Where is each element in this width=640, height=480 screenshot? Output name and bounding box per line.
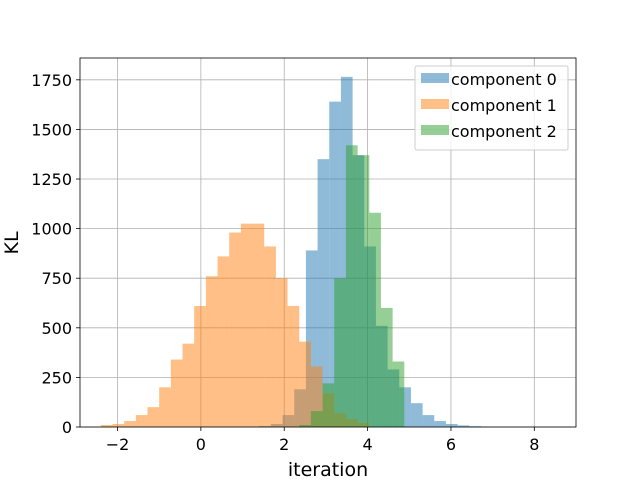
histogram-bar — [457, 425, 470, 427]
histogram-bar — [100, 425, 113, 427]
histogram-bar — [240, 223, 253, 427]
histogram-bar — [305, 250, 318, 427]
y-tick-label: 1750 — [31, 71, 72, 90]
histogram-bar — [299, 425, 311, 427]
histogram-bars — [100, 76, 493, 428]
histogram-bar — [124, 421, 136, 427]
histogram-bar — [252, 223, 265, 427]
histogram-bar — [357, 155, 370, 428]
histogram-bar — [410, 403, 423, 427]
series-1-bars — [100, 223, 370, 427]
legend-swatch — [421, 125, 449, 135]
y-tick-label: 0 — [62, 418, 72, 437]
histogram-bar — [380, 307, 393, 427]
histogram-bar — [434, 421, 446, 427]
y-tick-label: 1500 — [31, 120, 72, 139]
histogram-bar — [159, 387, 171, 427]
histogram-bar — [112, 424, 125, 427]
x-tick-label: 8 — [529, 435, 539, 454]
legend: component 0 component 1 component 2 — [414, 65, 569, 151]
histogram-bar — [445, 424, 458, 427]
series-2-bars — [299, 145, 405, 428]
x-tick-label: 6 — [446, 435, 456, 454]
y-tick-label: 750 — [41, 269, 72, 288]
plot-frame — [79, 57, 577, 428]
y-tick-label: 1250 — [31, 170, 72, 189]
legend-label: component 2 — [451, 122, 557, 141]
histogram-bar — [264, 246, 276, 427]
axis-ticks: −2 0 2 4 6 8 0 250 500 750 1000 1250 1500 1750 — [31, 71, 539, 454]
histogram-bar — [287, 305, 300, 427]
histogram-bar — [229, 232, 241, 427]
histogram-bar — [182, 343, 195, 427]
histogram-bar — [392, 361, 405, 427]
legend-label: component 1 — [451, 96, 557, 115]
legend-swatch — [421, 99, 449, 109]
histogram-bar — [205, 276, 218, 427]
x-tick-label: 0 — [196, 435, 206, 454]
histogram-bar — [317, 159, 330, 427]
histogram-bar — [217, 256, 230, 427]
histogram-bar — [275, 278, 288, 427]
histogram-bar — [299, 341, 311, 427]
legend-swatch — [421, 73, 449, 83]
y-tick-label: 1000 — [31, 220, 72, 239]
x-axis-label: iteration — [288, 459, 368, 480]
legend-label: component 0 — [451, 70, 557, 89]
histogram-bar — [310, 411, 323, 427]
histogram-bar — [147, 407, 160, 427]
histogram-bar — [322, 383, 335, 427]
histogram-bar — [334, 278, 346, 427]
x-tick-label: 4 — [363, 435, 373, 454]
y-tick-label: 250 — [41, 368, 72, 387]
histogram-bar — [422, 415, 435, 427]
histogram-bar — [170, 359, 183, 427]
histogram-bar — [399, 387, 411, 427]
histogram-bar — [345, 145, 358, 427]
histogram-bar — [194, 305, 206, 427]
histogram-bar — [329, 101, 341, 427]
histogram-bar — [135, 415, 148, 427]
x-tick-label: −2 — [106, 435, 130, 454]
x-tick-label: 2 — [279, 435, 289, 454]
y-axis-label: KL — [1, 231, 23, 254]
histogram-bar — [310, 366, 323, 427]
legend-box — [414, 65, 569, 151]
histogram-bar — [369, 212, 381, 427]
y-tick-label: 500 — [41, 319, 72, 338]
